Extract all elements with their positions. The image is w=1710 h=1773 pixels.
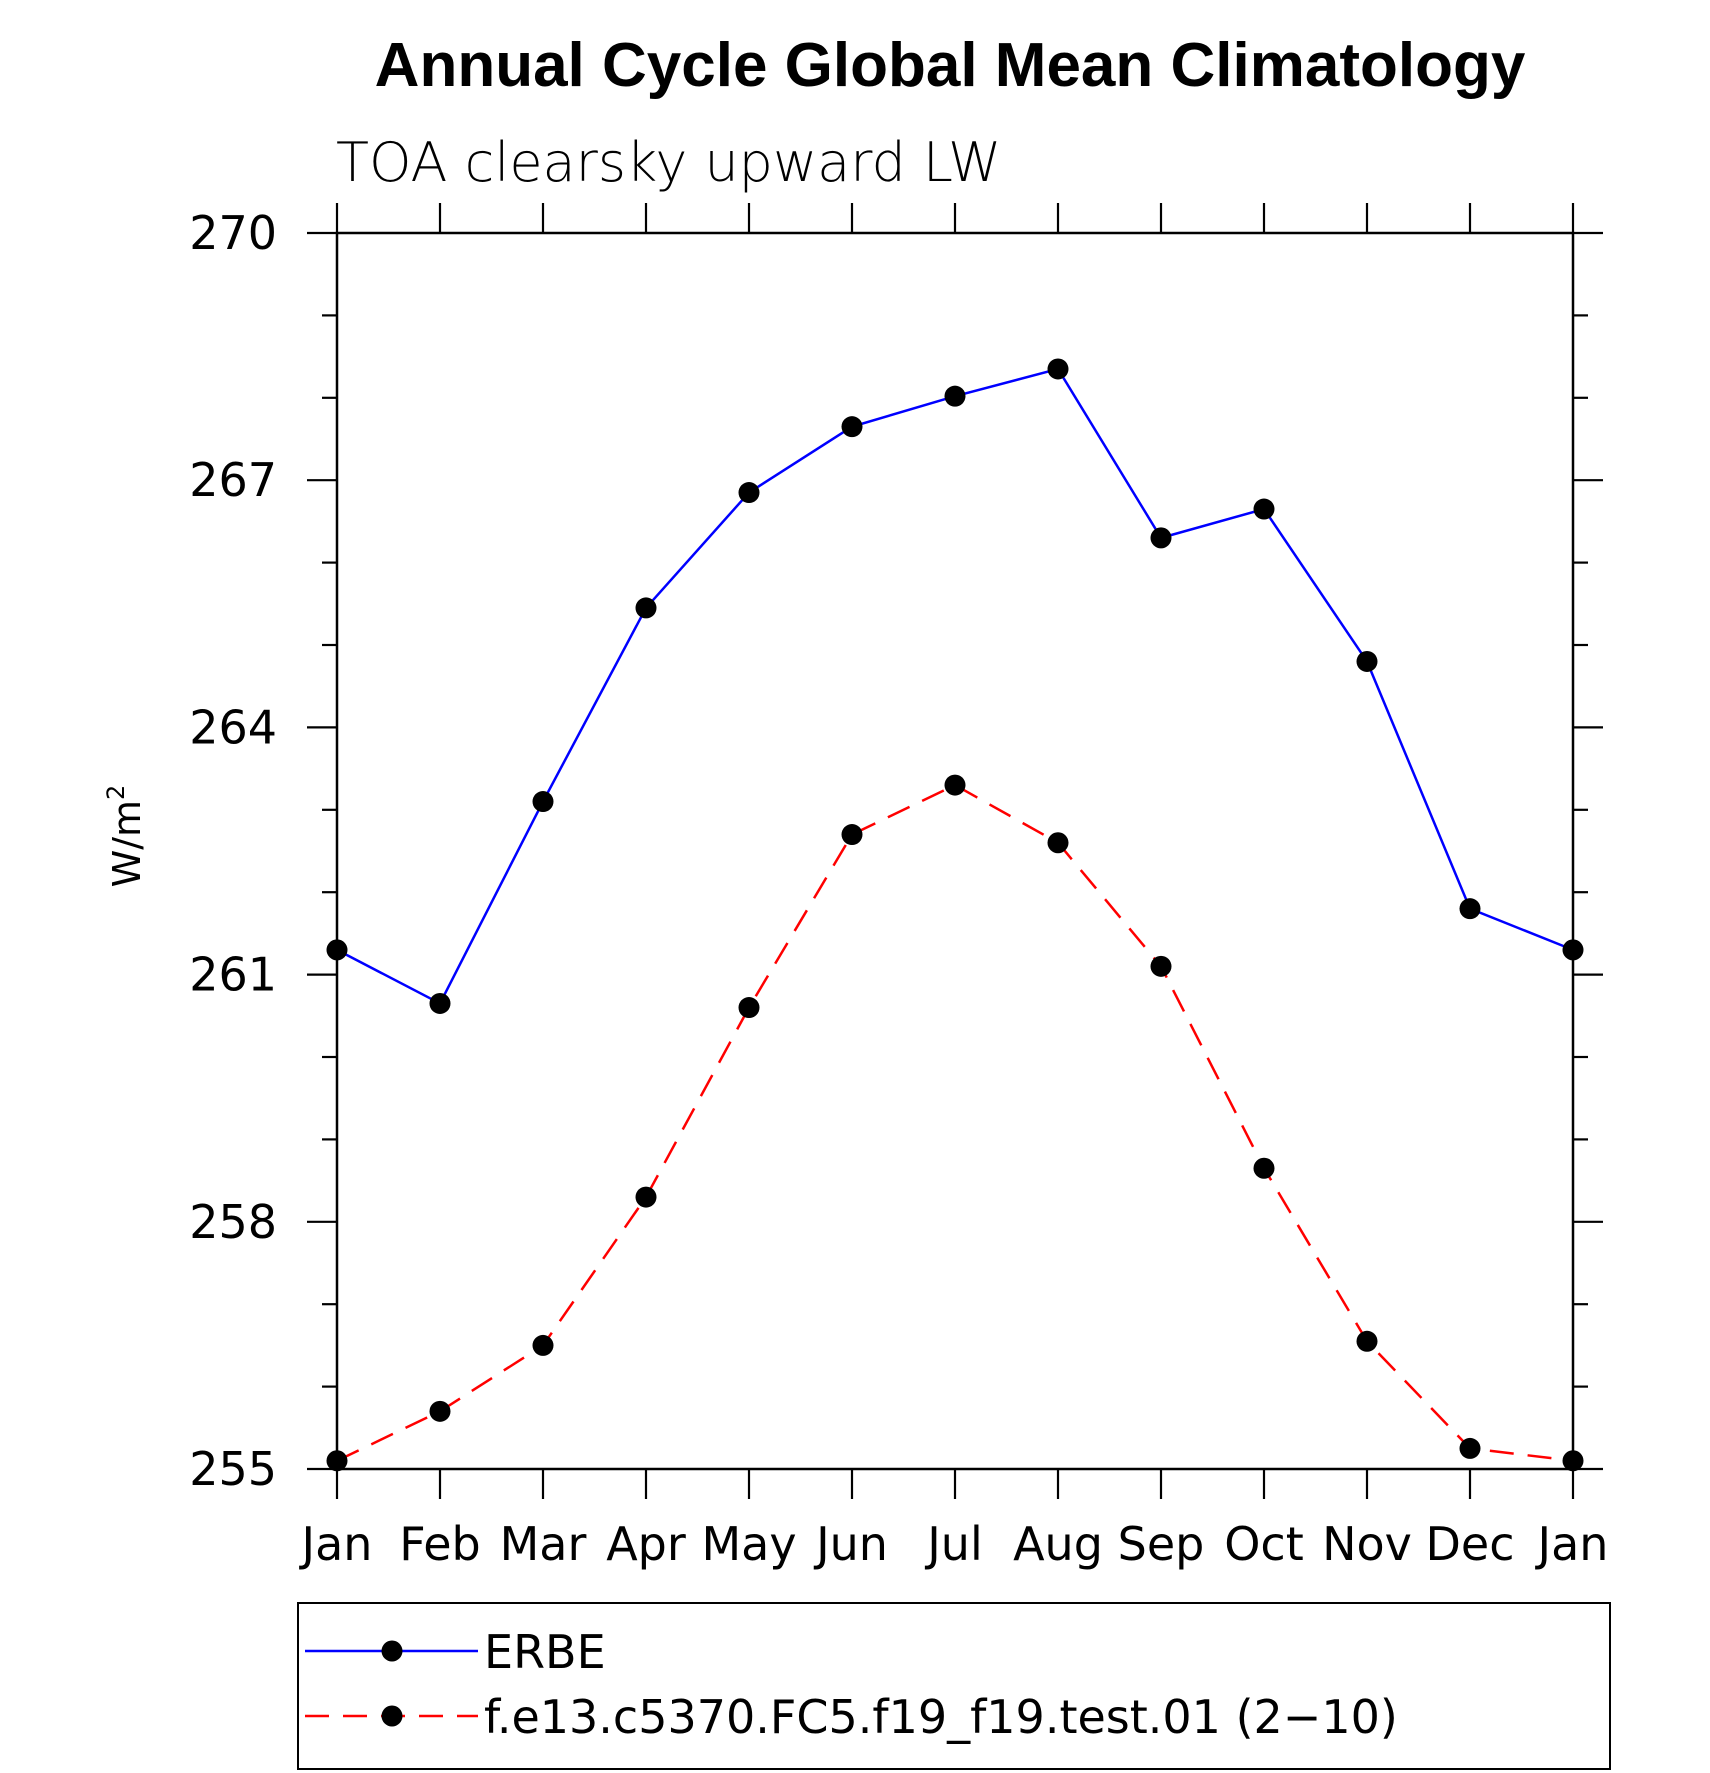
x-tick-label: Oct	[1224, 1517, 1304, 1571]
legend-box	[297, 1602, 1611, 1770]
x-tick-label: Dec	[1425, 1517, 1514, 1571]
data-point-series-1	[1047, 832, 1069, 854]
data-point-series-0	[635, 597, 657, 619]
data-point-series-1	[429, 1400, 451, 1422]
y-tick-label: 258	[189, 1195, 277, 1249]
series-line-1	[336, 783, 1574, 1463]
x-tick-label: Jan	[299, 1517, 373, 1571]
data-point-series-0	[1562, 939, 1584, 961]
data-point-series-1	[1356, 1330, 1378, 1352]
x-tick-label: Aug	[1013, 1517, 1103, 1571]
data-point-series-0	[532, 791, 554, 813]
data-point-series-0	[944, 385, 966, 407]
y-tick-label: 270	[189, 206, 277, 260]
plot-axes: 255 258 261 264 267 270 Jan Feb Mar Apr May Jun Jul A…	[189, 203, 1608, 1571]
x-tick-label: Nov	[1322, 1517, 1412, 1571]
x-tick-label: Jun	[813, 1517, 888, 1571]
series-line-0	[336, 367, 1574, 1006]
y-axis-label-superscript: 2	[102, 785, 130, 800]
data-point-series-1	[326, 1450, 348, 1472]
y-axis-label: W/m2	[102, 785, 149, 888]
data-point-series-1	[1150, 955, 1172, 977]
data-point-series-0	[1047, 358, 1069, 380]
plot-frame	[335, 231, 1575, 1471]
data-point-series-0	[1253, 498, 1275, 520]
legend-label-1: f.e13.c5370.FC5.f19_f19.test.01 (2−10)	[484, 1690, 1398, 1744]
data-point-series-1	[841, 824, 863, 846]
svg-text:W/m2: W/m2	[102, 785, 149, 888]
x-tick-label: Jul	[924, 1517, 983, 1571]
legend-marker-0	[381, 1640, 403, 1662]
x-tick-label: Apr	[606, 1517, 686, 1571]
y-tick-label: 267	[189, 453, 277, 507]
y-tick-label: 264	[189, 700, 277, 754]
y-tick-label: 261	[189, 948, 277, 1002]
data-point-series-0	[326, 939, 348, 961]
x-tick-label: Mar	[500, 1517, 587, 1571]
x-tick-label: Feb	[399, 1517, 480, 1571]
plot-series	[326, 358, 1584, 1472]
data-point-series-1	[1253, 1157, 1275, 1179]
y-tick-label: 255	[189, 1442, 277, 1496]
chart-subtitle: TOA clearsky upward LW	[336, 131, 1001, 194]
data-point-series-0	[841, 416, 863, 438]
chart-title: Annual Cycle Global Mean Climatology	[375, 31, 1526, 100]
x-tick-label: May	[701, 1517, 796, 1571]
data-point-series-1	[738, 997, 760, 1019]
data-point-series-0	[738, 482, 760, 504]
data-point-series-1	[532, 1334, 554, 1356]
data-point-series-0	[1150, 527, 1172, 549]
data-point-series-1	[1459, 1437, 1481, 1459]
data-point-series-0	[429, 992, 451, 1014]
legend-label-0: ERBE	[484, 1625, 606, 1679]
x-tick-label: Jan	[1535, 1517, 1609, 1571]
data-point-series-1	[635, 1186, 657, 1208]
x-tick-label: Sep	[1118, 1517, 1205, 1571]
data-point-series-0	[1459, 898, 1481, 920]
legend: ERBE f.e13.c5370.FC5.f19_f19.test.01 (2−1…	[305, 1625, 1398, 1744]
y-axis-label-text: W/m	[105, 800, 149, 887]
data-point-series-0	[1356, 650, 1378, 672]
legend-marker-1	[381, 1705, 403, 1727]
data-point-series-1	[944, 774, 966, 796]
data-point-series-1	[1562, 1450, 1584, 1472]
